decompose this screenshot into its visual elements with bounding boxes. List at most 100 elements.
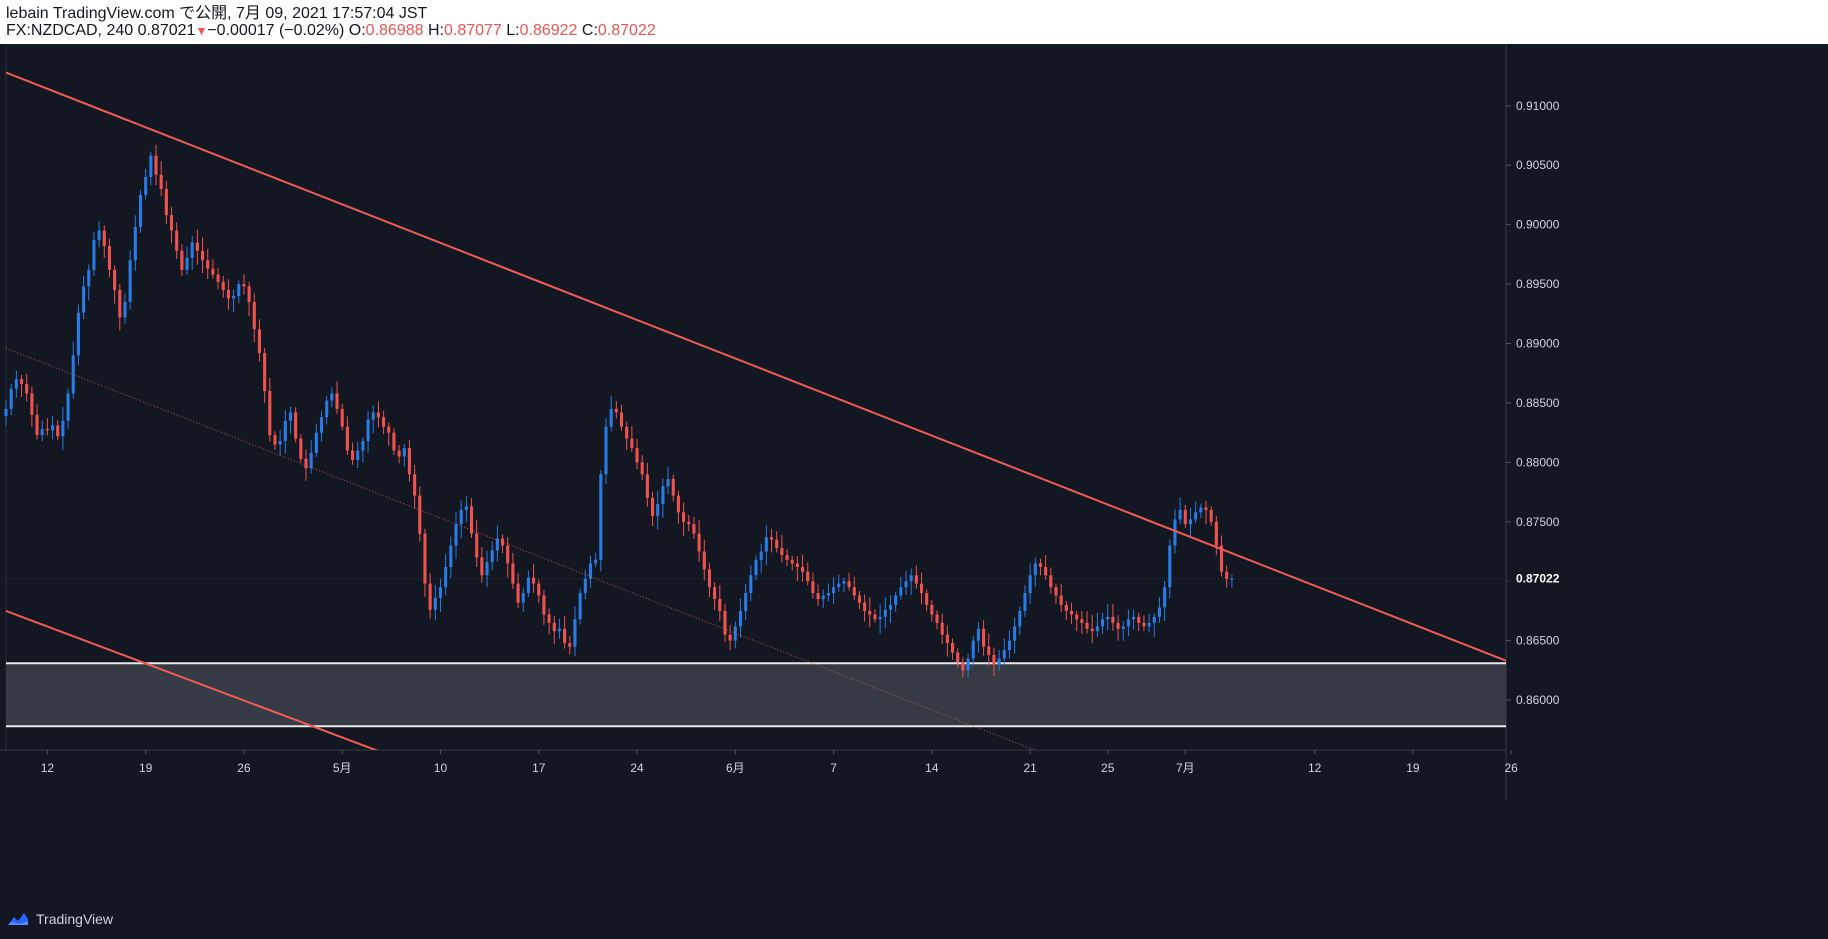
candle-body <box>1137 616 1141 623</box>
candle-body <box>1013 626 1017 641</box>
time-tick-label: 12 <box>41 761 55 775</box>
candle-body <box>273 435 277 445</box>
candle-body <box>1090 628 1094 632</box>
plot-frame <box>5 44 1507 751</box>
price-chart[interactable]: 0.91000 0.90500 0.90000 0.89500 0.89000 0.885… <box>0 44 1828 900</box>
price-tick-label: 0.86500 <box>1516 634 1560 648</box>
candle-body <box>1116 622 1120 629</box>
candle-body <box>852 587 856 596</box>
candle-body <box>868 610 872 615</box>
candle-body <box>1178 509 1182 520</box>
candle-body <box>1214 521 1218 546</box>
time-tick-label: 10 <box>434 761 448 775</box>
candle-body <box>583 578 587 594</box>
candle-body <box>1028 575 1032 594</box>
candle-body <box>1126 619 1130 627</box>
candle-body <box>14 379 18 389</box>
candle-body <box>780 547 784 556</box>
candle-body <box>935 614 939 623</box>
time-tick-label: 26 <box>237 761 251 775</box>
candle-body <box>66 393 70 421</box>
candle-body <box>169 215 174 231</box>
candle-body <box>1132 616 1136 620</box>
candle-body <box>764 537 768 552</box>
candle-body <box>402 448 406 457</box>
candle-body <box>201 250 205 261</box>
candle-body <box>619 412 624 427</box>
candle-body <box>883 609 887 617</box>
candle-body <box>873 614 877 620</box>
candle-body <box>1080 619 1084 623</box>
down-arrow-icon: ▼ <box>195 24 208 38</box>
candle-body <box>769 537 774 540</box>
candle-body <box>221 281 225 291</box>
candle-body <box>894 595 898 605</box>
candle-body <box>749 575 753 594</box>
candle-body <box>521 593 525 603</box>
candle-body <box>371 412 375 420</box>
candle-body <box>1038 563 1043 567</box>
candle-body <box>573 619 577 647</box>
candle-body <box>345 426 349 451</box>
candle-body <box>283 420 287 441</box>
candle-body <box>806 571 810 582</box>
candle-body <box>211 268 215 275</box>
candle-body <box>138 194 143 228</box>
candle-body <box>904 581 908 588</box>
candle-body <box>1064 604 1068 611</box>
time-tick-label: 7 <box>830 761 837 775</box>
candle-body <box>1075 614 1079 620</box>
candle-body <box>801 566 805 572</box>
candle-body <box>340 408 344 427</box>
close-value: 0.87022 <box>597 22 656 39</box>
candle-body <box>56 425 60 437</box>
candle-body <box>707 569 711 588</box>
candle-body <box>490 550 494 563</box>
high-label: H: <box>427 22 444 39</box>
candle-body <box>1111 616 1115 623</box>
candle-body <box>1142 622 1146 627</box>
candle-body <box>361 440 365 451</box>
candle-body <box>128 260 132 302</box>
brand-label: TradingView <box>36 911 114 927</box>
time-tick-label: 12 <box>1308 761 1322 775</box>
candle-body <box>506 545 510 564</box>
candle-body <box>1168 545 1172 588</box>
candle-body <box>149 155 153 178</box>
candle-body <box>164 189 168 216</box>
candle-body <box>692 524 696 534</box>
candle-body <box>661 486 665 504</box>
candle-body <box>599 474 603 560</box>
candle-body <box>754 559 758 576</box>
candle-body <box>268 391 272 436</box>
candle-body <box>501 538 505 546</box>
candle-body <box>516 583 520 603</box>
candle-body <box>19 379 24 384</box>
candle-body <box>630 438 634 449</box>
open-label: O: <box>348 22 366 39</box>
candle-body <box>1199 507 1203 513</box>
candle-body <box>423 533 427 584</box>
chart-area[interactable]: 0.91000 0.90500 0.90000 0.89500 0.89000 0.885… <box>0 44 1828 900</box>
candle-body <box>832 587 836 594</box>
candle-body <box>919 583 924 594</box>
candle-body <box>387 426 391 433</box>
candle-body <box>76 312 80 356</box>
price-tick-label: 0.88500 <box>1516 396 1560 410</box>
candle-body <box>407 448 411 475</box>
candle-body <box>837 583 841 588</box>
candle-body <box>847 581 851 588</box>
candle-body <box>925 593 929 605</box>
candle-body <box>857 595 861 603</box>
low-label: L: <box>506 22 520 39</box>
candle-body <box>180 250 184 270</box>
candle-body <box>945 634 949 644</box>
candle-body <box>682 512 686 522</box>
tradingview-brand[interactable]: TradingView <box>6 911 113 927</box>
open-value: 0.86988 <box>365 22 424 39</box>
candle-body <box>625 426 629 439</box>
candle-body <box>557 628 561 632</box>
candle-body <box>578 593 582 620</box>
price-tick-label: 0.91000 <box>1516 99 1560 113</box>
price-tick-label: 0.90000 <box>1516 218 1560 232</box>
